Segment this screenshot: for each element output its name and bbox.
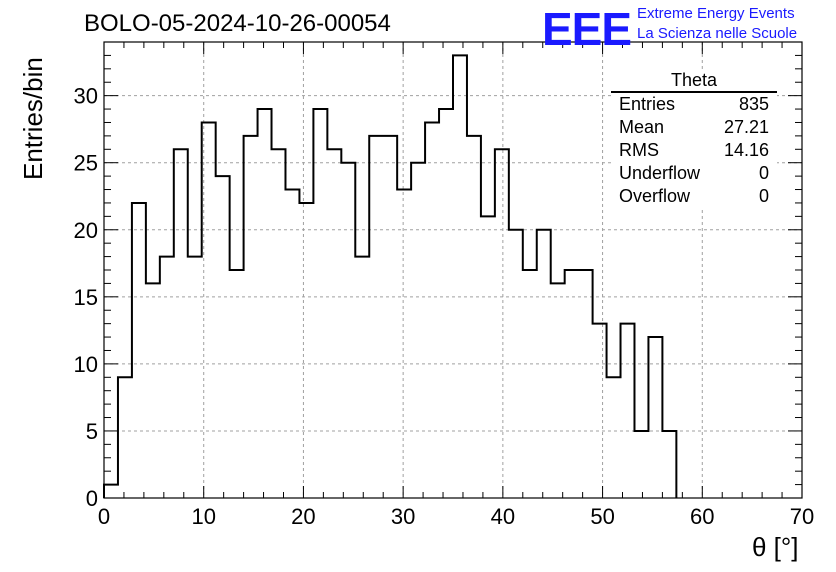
histogram-bin (327, 149, 341, 498)
stats-label: RMS (619, 140, 659, 160)
histogram-bin (188, 257, 202, 498)
histogram-bin (453, 55, 467, 498)
histogram-bin (258, 109, 272, 498)
histogram-bin (299, 203, 313, 498)
histogram-bin (648, 337, 662, 498)
stats-label: Entries (619, 94, 676, 114)
histogram-bin (313, 109, 327, 498)
stats-row-entries: Entries 835 (611, 93, 777, 116)
histogram-bin (634, 431, 648, 498)
x-tick-label: 40 (491, 504, 515, 529)
histogram-bin (411, 163, 425, 498)
histogram-bin (341, 163, 355, 498)
chart-title: BOLO-05-2024-10-26-00054 (84, 10, 391, 37)
histogram-bin (216, 176, 230, 498)
histogram-bin (565, 270, 579, 498)
histogram-bin (551, 283, 565, 498)
x-tick-label: 60 (690, 504, 714, 529)
stats-value: 27.21 (723, 117, 769, 137)
stats-row-mean: Mean 27.21 (611, 116, 777, 139)
histogram-bin (467, 136, 481, 498)
histogram-bin (132, 203, 146, 498)
stats-value: 14.16 (723, 140, 769, 160)
histogram-bin (621, 324, 635, 498)
stats-label: Mean (619, 117, 665, 137)
org-name-line2: La Scienza nelle Scuole (637, 25, 798, 42)
y-tick-label: 25 (74, 151, 98, 176)
stats-title: Theta (611, 70, 777, 93)
histogram-bin (607, 377, 621, 498)
y-axis-label: Entries/bin (18, 57, 48, 180)
histogram-bin (272, 149, 286, 498)
histogram-bin (244, 136, 258, 498)
stats-row-underflow: Underflow 0 (611, 162, 777, 185)
histogram-bin (593, 324, 607, 498)
x-tick-label: 0 (98, 504, 110, 529)
stats-row-rms: RMS 14.16 (611, 139, 777, 162)
histogram-bin (118, 377, 132, 498)
histogram-bin (397, 190, 411, 498)
org-name-line1: Extreme Energy Events (637, 5, 795, 22)
y-tick-label: 0 (86, 486, 98, 511)
stats-box-bg (611, 70, 777, 208)
x-tick-label: 50 (590, 504, 614, 529)
histogram-bin (146, 283, 160, 498)
histogram-bin (104, 485, 118, 498)
histogram-bin (439, 109, 453, 498)
stats-label: Overflow (619, 186, 691, 206)
y-tick-label: 10 (74, 352, 98, 377)
histogram-bin (285, 190, 299, 498)
stats-label: Underflow (619, 163, 701, 183)
x-tick-label: 70 (790, 504, 814, 529)
y-tick-label: 30 (74, 84, 98, 109)
stats-box: Theta Entries 835 Mean 27.21 RMS 14.16 U… (611, 70, 777, 208)
x-tick-label: 20 (291, 504, 315, 529)
histogram-bin (579, 270, 593, 498)
x-axis-label: θ [°] (752, 532, 799, 562)
histogram-bin (481, 216, 495, 498)
x-tick-label: 10 (191, 504, 215, 529)
y-tick-label: 20 (74, 218, 98, 243)
eee-logo: EEE (542, 3, 632, 55)
stats-value: 0 (758, 163, 769, 183)
stats-row-overflow: Overflow 0 (611, 185, 777, 208)
histogram-bin (523, 270, 537, 498)
histogram-outline (103, 54, 678, 498)
histogram-bin (383, 136, 397, 498)
x-tick-label: 30 (391, 504, 415, 529)
plot-frame (103, 41, 803, 499)
histogram-bin (355, 257, 369, 498)
histogram-bin (495, 149, 509, 498)
histogram-bin (202, 122, 216, 498)
histogram-bin (230, 270, 244, 498)
histogram-bin (160, 257, 174, 498)
histogram-bin (369, 136, 383, 498)
y-tick-label: 15 (74, 285, 98, 310)
histogram-bin (425, 122, 439, 498)
y-tick-label: 5 (86, 419, 98, 444)
histogram-bin (174, 149, 188, 498)
stats-value: 0 (758, 186, 769, 206)
stats-value: 835 (738, 94, 769, 114)
histogram-bin (662, 431, 676, 498)
